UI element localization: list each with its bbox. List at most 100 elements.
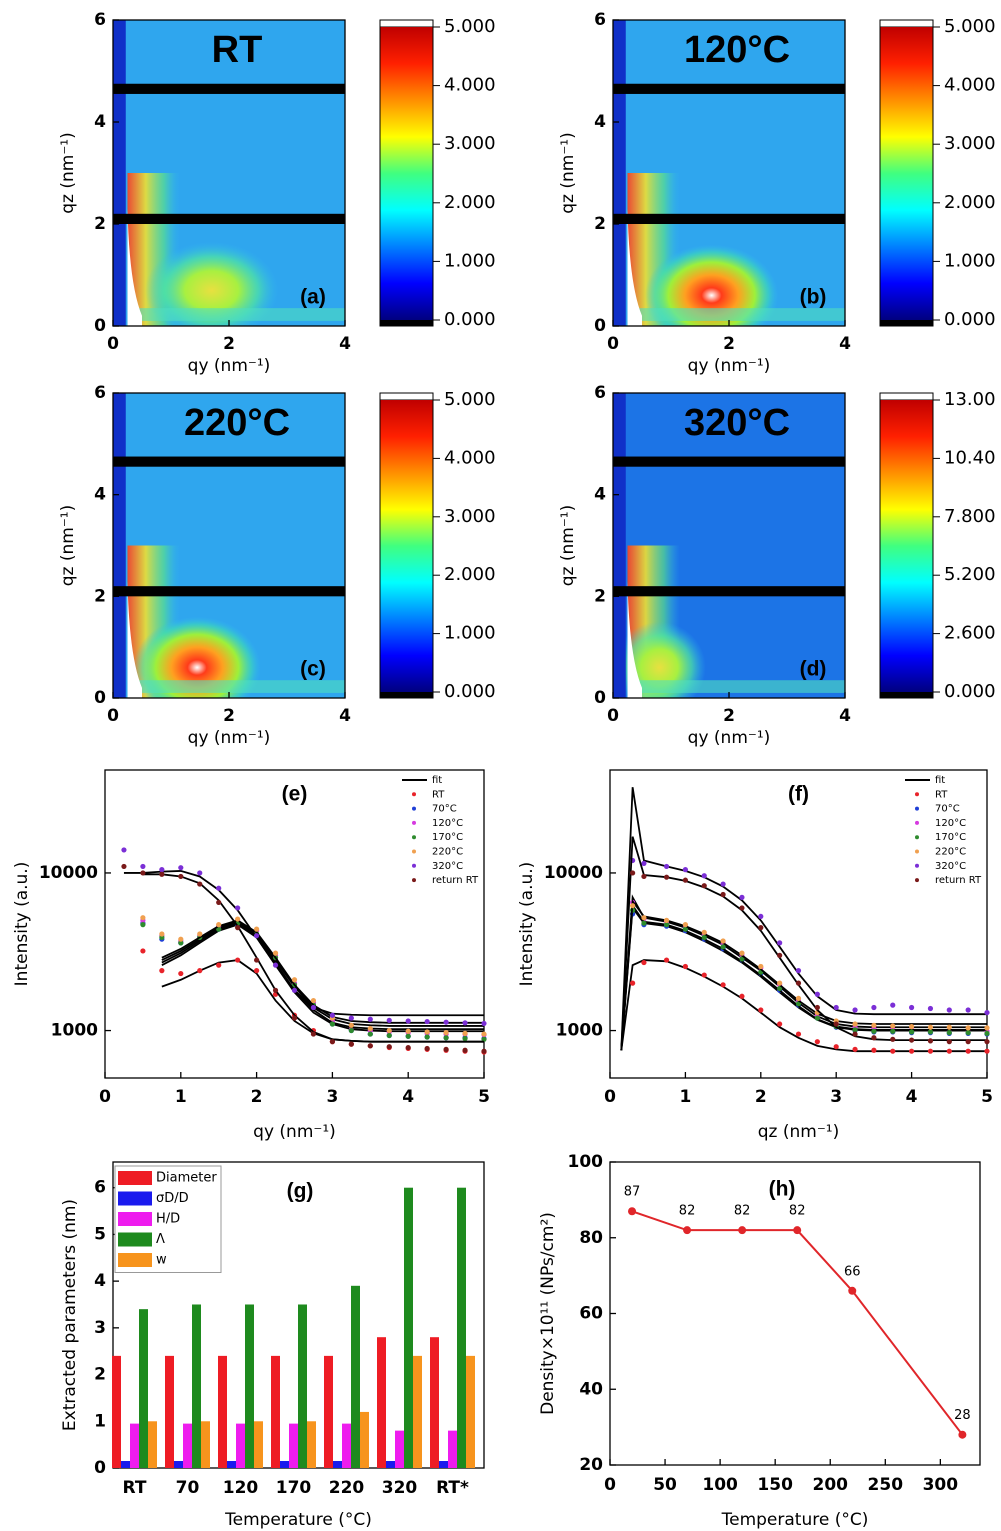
legend-swatch: [915, 849, 919, 854]
x-tick-label: 2: [723, 706, 735, 726]
colorbar-tick-label: 7.800: [944, 506, 996, 527]
data-point: [946, 1030, 952, 1036]
data-point: [965, 1030, 971, 1036]
heatmap-image: [613, 393, 845, 698]
data-label: 28: [954, 1408, 971, 1423]
bar: [439, 1460, 448, 1468]
data-point: [852, 1031, 858, 1037]
bar: [448, 1430, 457, 1468]
y-tick-label: 6: [594, 10, 606, 30]
x-tick-label: 150: [757, 1475, 793, 1495]
data-point: [814, 1004, 820, 1011]
data-point: [348, 1015, 354, 1021]
data-point: [795, 968, 802, 974]
bar: [236, 1423, 245, 1468]
beamstop-strip: [613, 393, 626, 698]
y-tick-label: 1000: [556, 1021, 603, 1041]
x-tick-label: 4: [339, 706, 351, 726]
y-tick-label: 6: [94, 1178, 106, 1198]
x-axis-label: qy (nm⁻¹): [188, 728, 271, 748]
data-point: [777, 940, 783, 946]
data-point: [254, 933, 260, 939]
legend-swatch: [412, 878, 416, 883]
colorbar-over: [879, 392, 934, 401]
specular-band: [630, 680, 845, 693]
bar: [183, 1423, 192, 1468]
legend-label: 170°C: [935, 832, 966, 843]
legend-label: w: [156, 1253, 167, 1268]
data-point: [814, 1039, 820, 1045]
panel-scatter: 0 1 2 3 4 5 1000 10000 qz (nm⁻¹) Intensity (a.u.)…: [517, 769, 993, 1142]
colorbar-under: [880, 692, 933, 698]
data-point: [871, 1004, 877, 1011]
data-point: [739, 956, 745, 962]
data-point: [984, 1025, 990, 1031]
colorbar-over: [379, 392, 434, 401]
bar: [298, 1304, 307, 1468]
legend-swatch: [118, 1191, 152, 1206]
data-point: [984, 1030, 990, 1036]
x-axis-label: qy (nm⁻¹): [188, 356, 271, 376]
data-point: [965, 1025, 971, 1031]
x-axis-label: qz (nm⁻¹): [758, 1122, 840, 1142]
panel-label: (f): [788, 783, 809, 806]
specular-band: [630, 308, 845, 321]
fit-curve: [161, 923, 484, 1033]
legend-label: 170°C: [432, 832, 463, 843]
bar: [360, 1411, 369, 1468]
data-point: [663, 874, 670, 880]
bar: [245, 1304, 254, 1468]
bar: [466, 1355, 475, 1468]
colorbar-over: [879, 19, 934, 28]
data-point: [462, 1047, 468, 1053]
data-point: [984, 1039, 990, 1045]
data-point: [946, 1007, 952, 1013]
data-point: [890, 1048, 896, 1054]
data-point: [272, 950, 279, 956]
legend-label: σD/D: [156, 1191, 189, 1206]
legend-label: RT: [432, 789, 445, 800]
data-point: [701, 972, 707, 978]
y-tick-label: 4: [94, 1271, 106, 1291]
data-point: [758, 1007, 764, 1013]
data-label: 87: [624, 1185, 641, 1200]
colorbar-under: [380, 692, 433, 698]
data-point: [946, 1039, 952, 1045]
bar: [289, 1423, 298, 1468]
colorbar-tick-label: 4.000: [944, 75, 996, 96]
y-tick-label: 2: [594, 586, 606, 606]
data-point: [405, 1044, 411, 1051]
data-point: [216, 962, 222, 968]
data-point: [701, 873, 707, 879]
bar: [148, 1421, 157, 1468]
data-point: [329, 1039, 335, 1045]
data-point: [739, 993, 745, 999]
colorbar: [880, 27, 933, 320]
colorbar-frame: [379, 392, 434, 699]
data-point: [159, 871, 165, 877]
legend-label: 220°C: [935, 847, 966, 858]
y-tick-label: 10000: [39, 863, 98, 883]
legend-label: 320°C: [432, 861, 463, 872]
data-point: [871, 1047, 877, 1053]
data-point: [871, 1022, 877, 1028]
data-point: [758, 925, 764, 931]
fit-curve: [620, 959, 987, 1053]
y-tick-label: 0: [94, 316, 106, 336]
x-axis-label: qy (nm⁻¹): [688, 356, 771, 376]
shadow-region: [627, 581, 642, 698]
x-tick-label: 3: [830, 1087, 842, 1107]
data-point: [927, 1005, 934, 1012]
data-point: [254, 968, 260, 974]
scatter-lobe: [613, 621, 706, 698]
data-point: [701, 934, 707, 941]
data-point: [682, 963, 689, 970]
data-point: [758, 963, 764, 970]
x-tick-label: 0: [107, 334, 119, 354]
data-point: [739, 905, 745, 911]
panel-label: (a): [300, 286, 326, 309]
colorbar-tick-label: 2.600: [944, 623, 996, 644]
data-point: [682, 922, 689, 928]
marker: [848, 1286, 857, 1295]
y-tick-label: 0: [594, 688, 606, 708]
